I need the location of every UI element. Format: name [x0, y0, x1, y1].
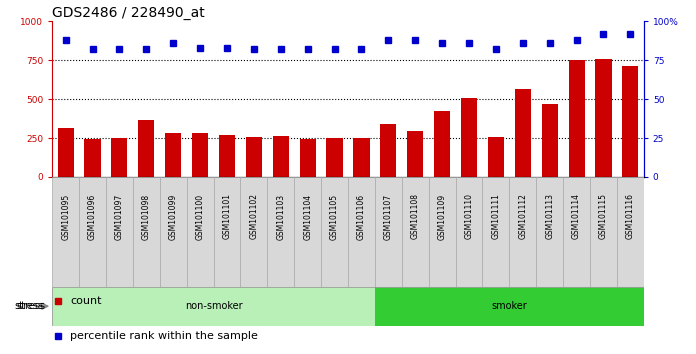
Text: GSM101096: GSM101096 [88, 193, 97, 240]
Bar [240, 177, 267, 287]
Text: GSM101107: GSM101107 [383, 193, 393, 240]
Text: GSM101113: GSM101113 [545, 193, 554, 239]
Text: GSM101114: GSM101114 [572, 193, 581, 239]
Text: GSM101103: GSM101103 [276, 193, 285, 240]
Bar [536, 177, 563, 287]
Bar [267, 177, 294, 287]
Bar [622, 67, 638, 177]
Bar [488, 137, 504, 177]
Bar [214, 177, 240, 287]
Text: GSM101095: GSM101095 [61, 193, 70, 240]
Text: GSM101110: GSM101110 [464, 193, 473, 239]
Bar [563, 177, 590, 287]
Text: GSM101104: GSM101104 [303, 193, 313, 240]
Bar [590, 177, 617, 287]
Bar [354, 138, 370, 177]
Bar [595, 59, 612, 177]
Bar [84, 139, 101, 177]
Bar [429, 177, 456, 287]
Bar [321, 177, 348, 287]
Bar [273, 136, 289, 177]
Text: smoker: smoker [491, 301, 528, 311]
Text: GSM101101: GSM101101 [223, 193, 232, 239]
Bar [192, 133, 208, 177]
Bar [617, 177, 644, 287]
Text: GSM101111: GSM101111 [491, 193, 500, 239]
Bar [461, 98, 477, 177]
Bar [407, 131, 423, 177]
Text: GDS2486 / 228490_at: GDS2486 / 228490_at [52, 6, 205, 20]
Bar [52, 287, 375, 326]
Bar [139, 120, 155, 177]
Bar [219, 135, 235, 177]
Text: GSM101108: GSM101108 [411, 193, 420, 239]
Bar [294, 177, 321, 287]
Bar [326, 138, 342, 177]
Bar [160, 177, 187, 287]
Text: GSM101098: GSM101098 [142, 193, 151, 240]
Text: GSM101109: GSM101109 [438, 193, 447, 240]
Bar [246, 137, 262, 177]
Text: GSM101116: GSM101116 [626, 193, 635, 239]
Bar [380, 124, 397, 177]
Bar [482, 177, 509, 287]
Text: GSM101115: GSM101115 [599, 193, 608, 239]
Bar [165, 133, 181, 177]
Bar [79, 177, 106, 287]
Text: percentile rank within the sample: percentile rank within the sample [70, 331, 258, 341]
Bar [515, 89, 531, 177]
Bar [52, 177, 79, 287]
Bar [187, 177, 214, 287]
Bar [348, 177, 375, 287]
Text: GSM101097: GSM101097 [115, 193, 124, 240]
Text: GSM101106: GSM101106 [357, 193, 366, 240]
Bar [375, 177, 402, 287]
Bar [133, 177, 160, 287]
Text: GSM101099: GSM101099 [168, 193, 177, 240]
Bar [402, 177, 429, 287]
Bar [509, 177, 536, 287]
Bar [375, 287, 644, 326]
Bar [434, 111, 450, 177]
Bar [106, 177, 133, 287]
Text: GSM101100: GSM101100 [196, 193, 205, 240]
Bar [569, 60, 585, 177]
Text: GSM101112: GSM101112 [519, 193, 528, 239]
Text: stress: stress [16, 301, 45, 311]
Bar [456, 177, 482, 287]
Text: non-smoker: non-smoker [184, 301, 242, 311]
Bar [58, 128, 74, 177]
Text: stress: stress [14, 301, 43, 311]
Bar [541, 104, 557, 177]
Bar [299, 139, 316, 177]
Text: GSM101105: GSM101105 [330, 193, 339, 240]
Text: count: count [70, 296, 102, 306]
Text: GSM101102: GSM101102 [249, 193, 258, 239]
Bar [111, 138, 127, 177]
